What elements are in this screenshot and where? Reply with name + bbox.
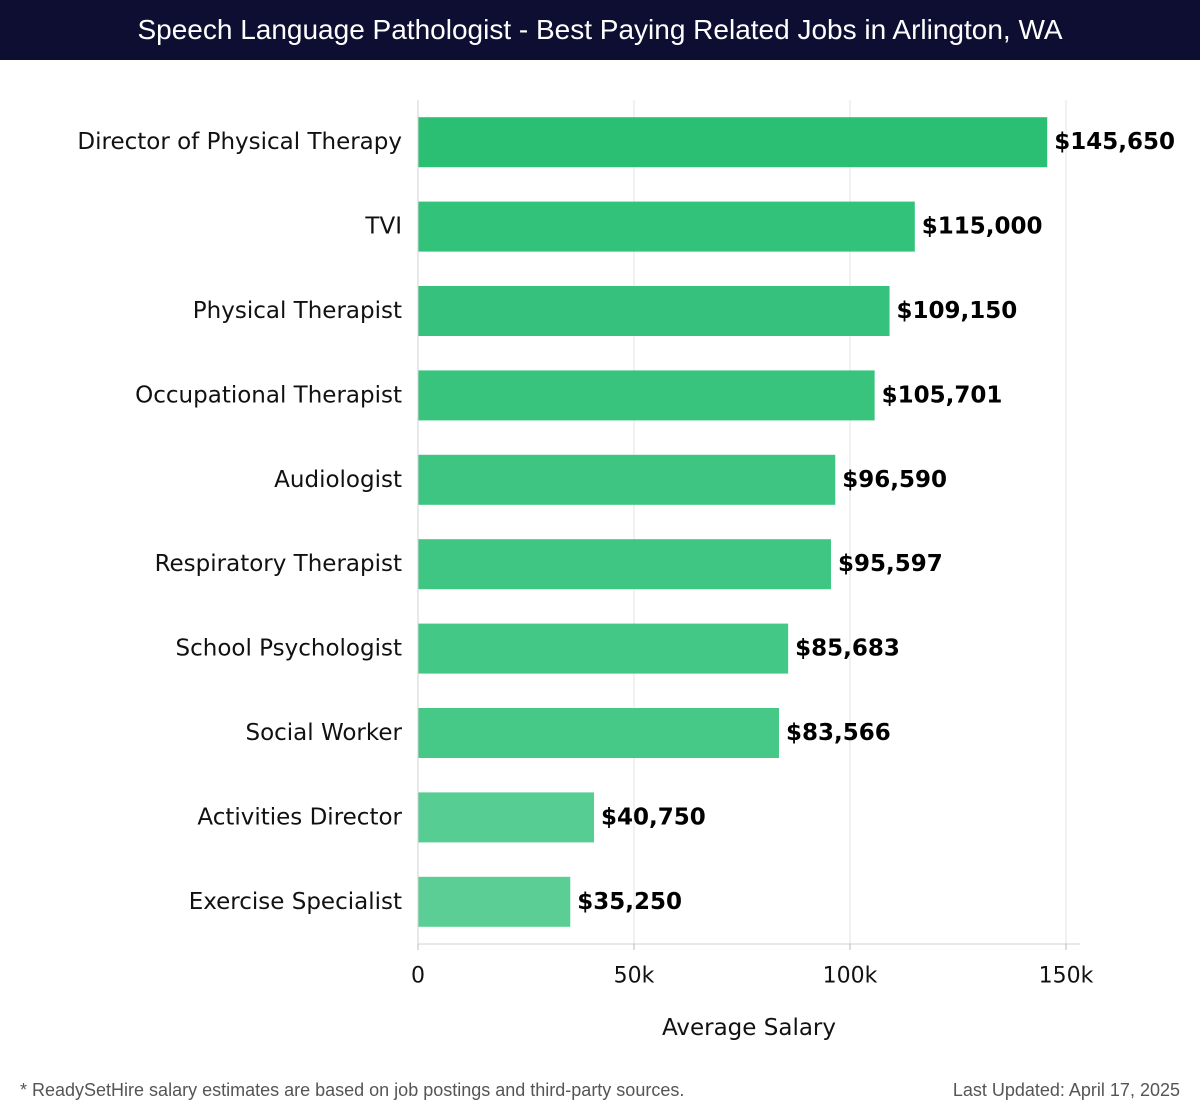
data-label: $83,566 — [786, 720, 891, 746]
data-label: $115,000 — [922, 214, 1043, 240]
bar — [418, 876, 571, 927]
bar — [418, 370, 875, 421]
category-label: Social Worker — [245, 720, 402, 746]
bar-chart: Director of Physical Therapy $145,650 TVI $… — [77, 100, 1175, 1041]
category-label: Audiologist — [274, 467, 402, 493]
data-label: $145,650 — [1054, 129, 1175, 155]
category-label: Exercise Specialist — [189, 889, 402, 915]
data-label: $35,250 — [577, 889, 682, 915]
bar — [418, 201, 915, 252]
footer-note: * ReadySetHire salary estimates are base… — [20, 1080, 685, 1100]
bar — [418, 623, 789, 674]
bar — [418, 117, 1048, 168]
last-updated: Last Updated: April 17, 2025 — [952, 1080, 1180, 1100]
category-label: Director of Physical Therapy — [77, 129, 402, 155]
chart-title: Speech Language Pathologist - Best Payin… — [0, 0, 1200, 60]
category-label: Physical Therapist — [193, 298, 402, 324]
bar — [418, 708, 780, 758]
data-label: $40,750 — [601, 804, 706, 830]
data-label: $109,150 — [897, 298, 1018, 324]
x-tick-label: 50k — [614, 964, 655, 989]
data-label: $85,683 — [795, 636, 900, 662]
category-label: TVI — [364, 214, 402, 240]
bar — [418, 792, 595, 843]
x-tick-label: 100k — [823, 964, 878, 989]
category-label: School Psychologist — [176, 636, 402, 662]
data-label: $95,597 — [838, 551, 943, 577]
bar — [418, 539, 831, 590]
data-label: $96,590 — [842, 467, 947, 493]
data-label: $105,701 — [882, 382, 1003, 408]
x-tick-label: 150k — [1039, 964, 1094, 989]
category-label: Activities Director — [197, 804, 402, 830]
category-label: Occupational Therapist — [135, 382, 402, 408]
x-axis-title: Average Salary — [662, 1015, 836, 1041]
category-label: Respiratory Therapist — [155, 551, 402, 577]
bar — [418, 286, 890, 336]
bar — [418, 454, 836, 505]
x-tick-label: 0 — [411, 964, 425, 989]
